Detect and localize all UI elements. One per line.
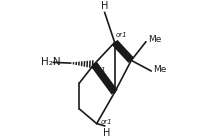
Text: H: H	[103, 128, 110, 137]
Text: H₂N: H₂N	[41, 57, 61, 67]
Text: Me: Me	[153, 65, 167, 74]
Text: Me: Me	[148, 35, 161, 44]
Text: or1: or1	[101, 119, 112, 125]
Text: H: H	[101, 1, 108, 11]
Text: or1: or1	[95, 67, 106, 73]
Text: or1: or1	[116, 32, 128, 38]
